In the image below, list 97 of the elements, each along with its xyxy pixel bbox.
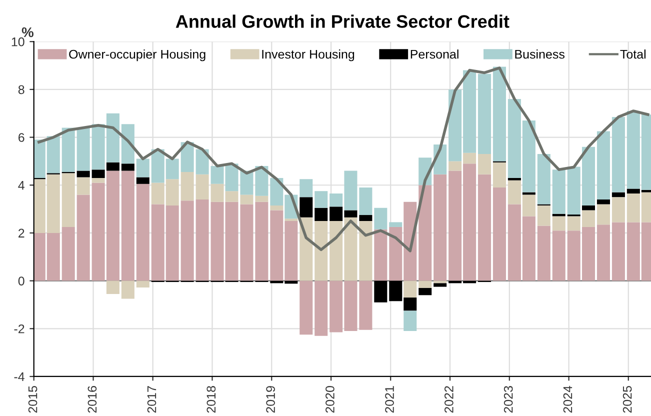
bar [612, 192, 625, 198]
bar [359, 221, 372, 281]
y-tick-label: 10 [12, 37, 24, 46]
bar [508, 178, 521, 180]
bar [418, 288, 432, 296]
bar [612, 222, 625, 281]
x-tick-label: 2020 [326, 386, 334, 413]
bar [552, 216, 566, 231]
bar [434, 174, 447, 281]
bar [359, 188, 372, 216]
bar [62, 173, 75, 227]
bar [537, 226, 550, 281]
bar [300, 197, 313, 218]
bar [374, 229, 388, 281]
bar [596, 131, 610, 200]
x-tick-label: 2022 [444, 386, 454, 413]
bar [478, 154, 492, 174]
y-tick-label: -4 [14, 372, 24, 382]
bar [121, 170, 134, 281]
bar [612, 197, 625, 222]
bar [136, 184, 150, 281]
bar [389, 222, 402, 227]
bar [434, 283, 447, 287]
chart-title: Annual Growth in Private Sector Credit [176, 14, 510, 28]
bar [180, 200, 194, 281]
bar [255, 202, 268, 281]
bar [76, 128, 90, 171]
bar [359, 280, 372, 330]
bar [62, 128, 75, 172]
bar [374, 280, 388, 302]
bar [62, 226, 75, 281]
bar [121, 280, 134, 299]
x-tick-label: 2021 [385, 386, 394, 413]
y-tick-label: 2 [18, 228, 24, 238]
x-tick-label: 2017 [147, 386, 156, 413]
x-tick-label: 2023 [504, 386, 513, 413]
bar [314, 280, 328, 336]
bar [196, 199, 209, 281]
bar [270, 205, 284, 210]
bar [612, 116, 625, 192]
bar [300, 280, 313, 335]
bar [92, 178, 105, 183]
bar [255, 196, 268, 202]
bar [359, 215, 372, 221]
bar [300, 217, 313, 281]
bar [492, 66, 506, 162]
x-tick-label: 2019 [266, 386, 275, 413]
bar [196, 174, 209, 200]
bar [418, 280, 432, 288]
bar [314, 208, 328, 221]
bar [180, 172, 194, 201]
bar [136, 280, 150, 288]
bar [404, 280, 417, 298]
bar [582, 205, 596, 210]
bar [478, 74, 492, 154]
x-tick-label: 2016 [88, 386, 97, 413]
bar [314, 191, 328, 208]
bar [537, 205, 550, 226]
x-tick-label: 2015 [28, 386, 38, 413]
bar [121, 164, 134, 171]
bar [418, 185, 432, 281]
bar [492, 188, 506, 281]
bar [106, 280, 120, 294]
legend-label: Business [515, 50, 564, 59]
bar [76, 170, 90, 178]
bar [552, 170, 566, 214]
bar [596, 199, 610, 204]
bar [76, 194, 90, 281]
y-tick-label: 4 [18, 181, 24, 190]
y-tick-label: 8 [18, 85, 24, 94]
bar [404, 310, 417, 332]
line-series [38, 66, 650, 252]
y-tick-label: -2 [14, 324, 24, 334]
bar [478, 174, 492, 281]
legend-label: Personal [410, 50, 458, 59]
legend-label: Owner-occupier Housing [69, 50, 206, 62]
bar [537, 154, 550, 204]
bar [121, 124, 134, 164]
legend-label: Investor Housing [262, 50, 354, 62]
bar [136, 158, 150, 178]
bar [596, 224, 610, 281]
legend-label: Total [620, 50, 646, 59]
x-tick-label: 2024 [563, 386, 572, 413]
bar [300, 179, 313, 198]
bar [76, 177, 90, 195]
bar [596, 204, 610, 225]
bar [314, 221, 328, 281]
y-tick-label: 0 [18, 276, 24, 286]
x-tick-label: 2018 [206, 386, 216, 413]
bar [136, 177, 150, 184]
y-axis-title: % [22, 27, 34, 38]
bar [492, 162, 506, 188]
x-tick-label: 2025 [622, 386, 632, 413]
bar [196, 149, 209, 174]
y-tick-label: 6 [18, 133, 24, 142]
bar [552, 230, 566, 281]
bar [374, 208, 388, 230]
